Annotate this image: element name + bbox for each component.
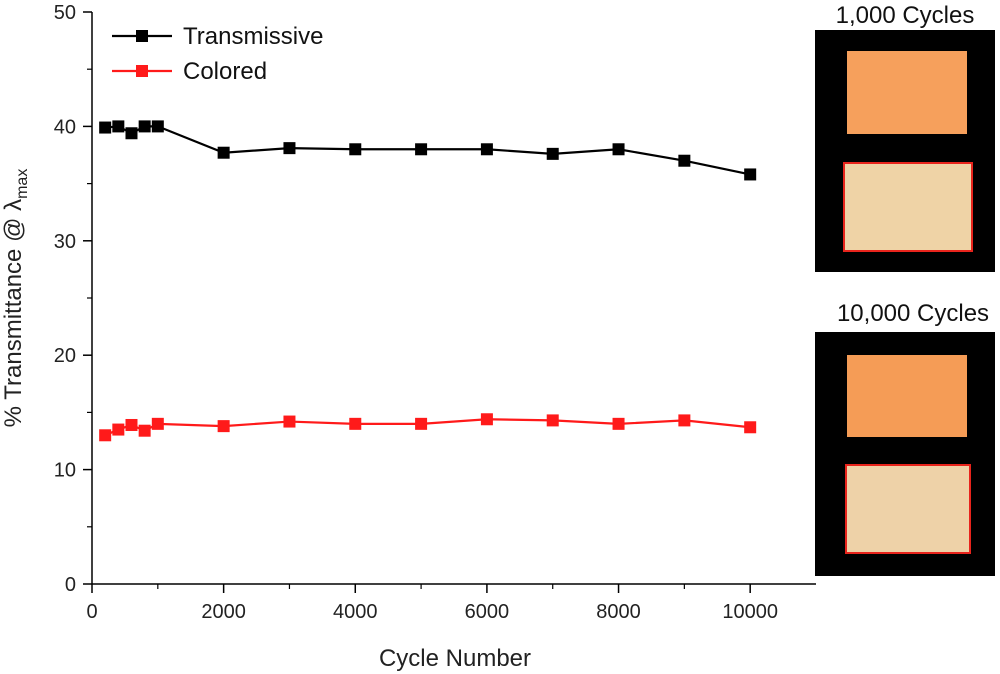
- data-point: [480, 413, 493, 426]
- data-point: [217, 420, 230, 433]
- y-tick-label: 40: [54, 116, 76, 138]
- data-point: [112, 423, 125, 436]
- data-point: [125, 418, 138, 431]
- x-axis-title: Cycle Number: [379, 645, 531, 672]
- series-colored: [99, 413, 757, 442]
- x-tick-label: 0: [86, 601, 97, 623]
- series-line: [104, 418, 751, 437]
- legend: Transmissive Colored: [112, 23, 323, 85]
- y-tick-label: 20: [54, 345, 76, 367]
- y-axis-title-main: % Transmittance @ λ: [0, 199, 27, 427]
- inset-title-10000: 10,000 Cycles: [836, 300, 990, 327]
- legend-item-colored: Colored: [112, 58, 267, 85]
- data-point: [744, 168, 757, 181]
- data-point: [415, 417, 428, 430]
- data-point: [151, 417, 164, 430]
- legend-label: Transmissive: [183, 23, 323, 50]
- x-tick-label: 2000: [201, 601, 246, 623]
- inset-title-1000: 1,000 Cycles: [835, 2, 975, 29]
- data-point: [678, 414, 691, 427]
- series-layer: [99, 120, 757, 442]
- legend-label: Colored: [183, 58, 267, 85]
- x-tick-label: 6000: [465, 601, 510, 623]
- y-tick-label: 50: [54, 2, 76, 24]
- y-tick-label: 0: [65, 574, 76, 596]
- data-point: [349, 417, 362, 430]
- data-point: [744, 421, 757, 434]
- x-tick-label: 10000: [722, 601, 778, 623]
- data-point: [138, 120, 151, 133]
- series-transmissive: [99, 120, 757, 181]
- data-point: [678, 154, 691, 167]
- data-point: [99, 429, 112, 442]
- data-point: [415, 143, 428, 156]
- data-point: [112, 120, 125, 133]
- colored-state-swatch-1000: [847, 51, 967, 134]
- data-point: [283, 415, 296, 428]
- data-point: [612, 143, 625, 156]
- inset-photo-1000: [815, 30, 995, 272]
- data-point: [151, 120, 164, 133]
- transmissive-state-swatch-1000: [843, 162, 973, 252]
- data-point: [217, 146, 230, 159]
- y-axis-title-subscript: max: [14, 169, 31, 199]
- y-tick-label: 30: [54, 231, 76, 253]
- data-point: [349, 143, 362, 156]
- inset-photo-10000: [815, 332, 995, 576]
- data-point: [125, 127, 138, 140]
- x-tick-label: 8000: [596, 601, 641, 623]
- colored-state-swatch-10000: [847, 355, 967, 437]
- data-point: [546, 414, 559, 427]
- transmissive-state-swatch-10000: [845, 464, 971, 554]
- data-point: [480, 143, 493, 156]
- x-tick-label: 4000: [333, 601, 378, 623]
- legend-marker: [136, 65, 148, 77]
- data-point: [138, 424, 151, 437]
- series-line: [105, 125, 751, 176]
- y-tick-label: 10: [54, 460, 76, 482]
- chart-axes: 0 10 20 30 40 50 0 2000 4000 6000 8000 10000: [54, 2, 816, 623]
- data-point: [546, 147, 559, 160]
- legend-marker: [136, 30, 148, 42]
- y-axis-title: % Transmittance @ λmax: [0, 169, 31, 428]
- legend-item-transmissive: Transmissive: [112, 23, 323, 50]
- data-point: [283, 142, 296, 155]
- data-point: [99, 121, 112, 134]
- data-point: [612, 417, 625, 430]
